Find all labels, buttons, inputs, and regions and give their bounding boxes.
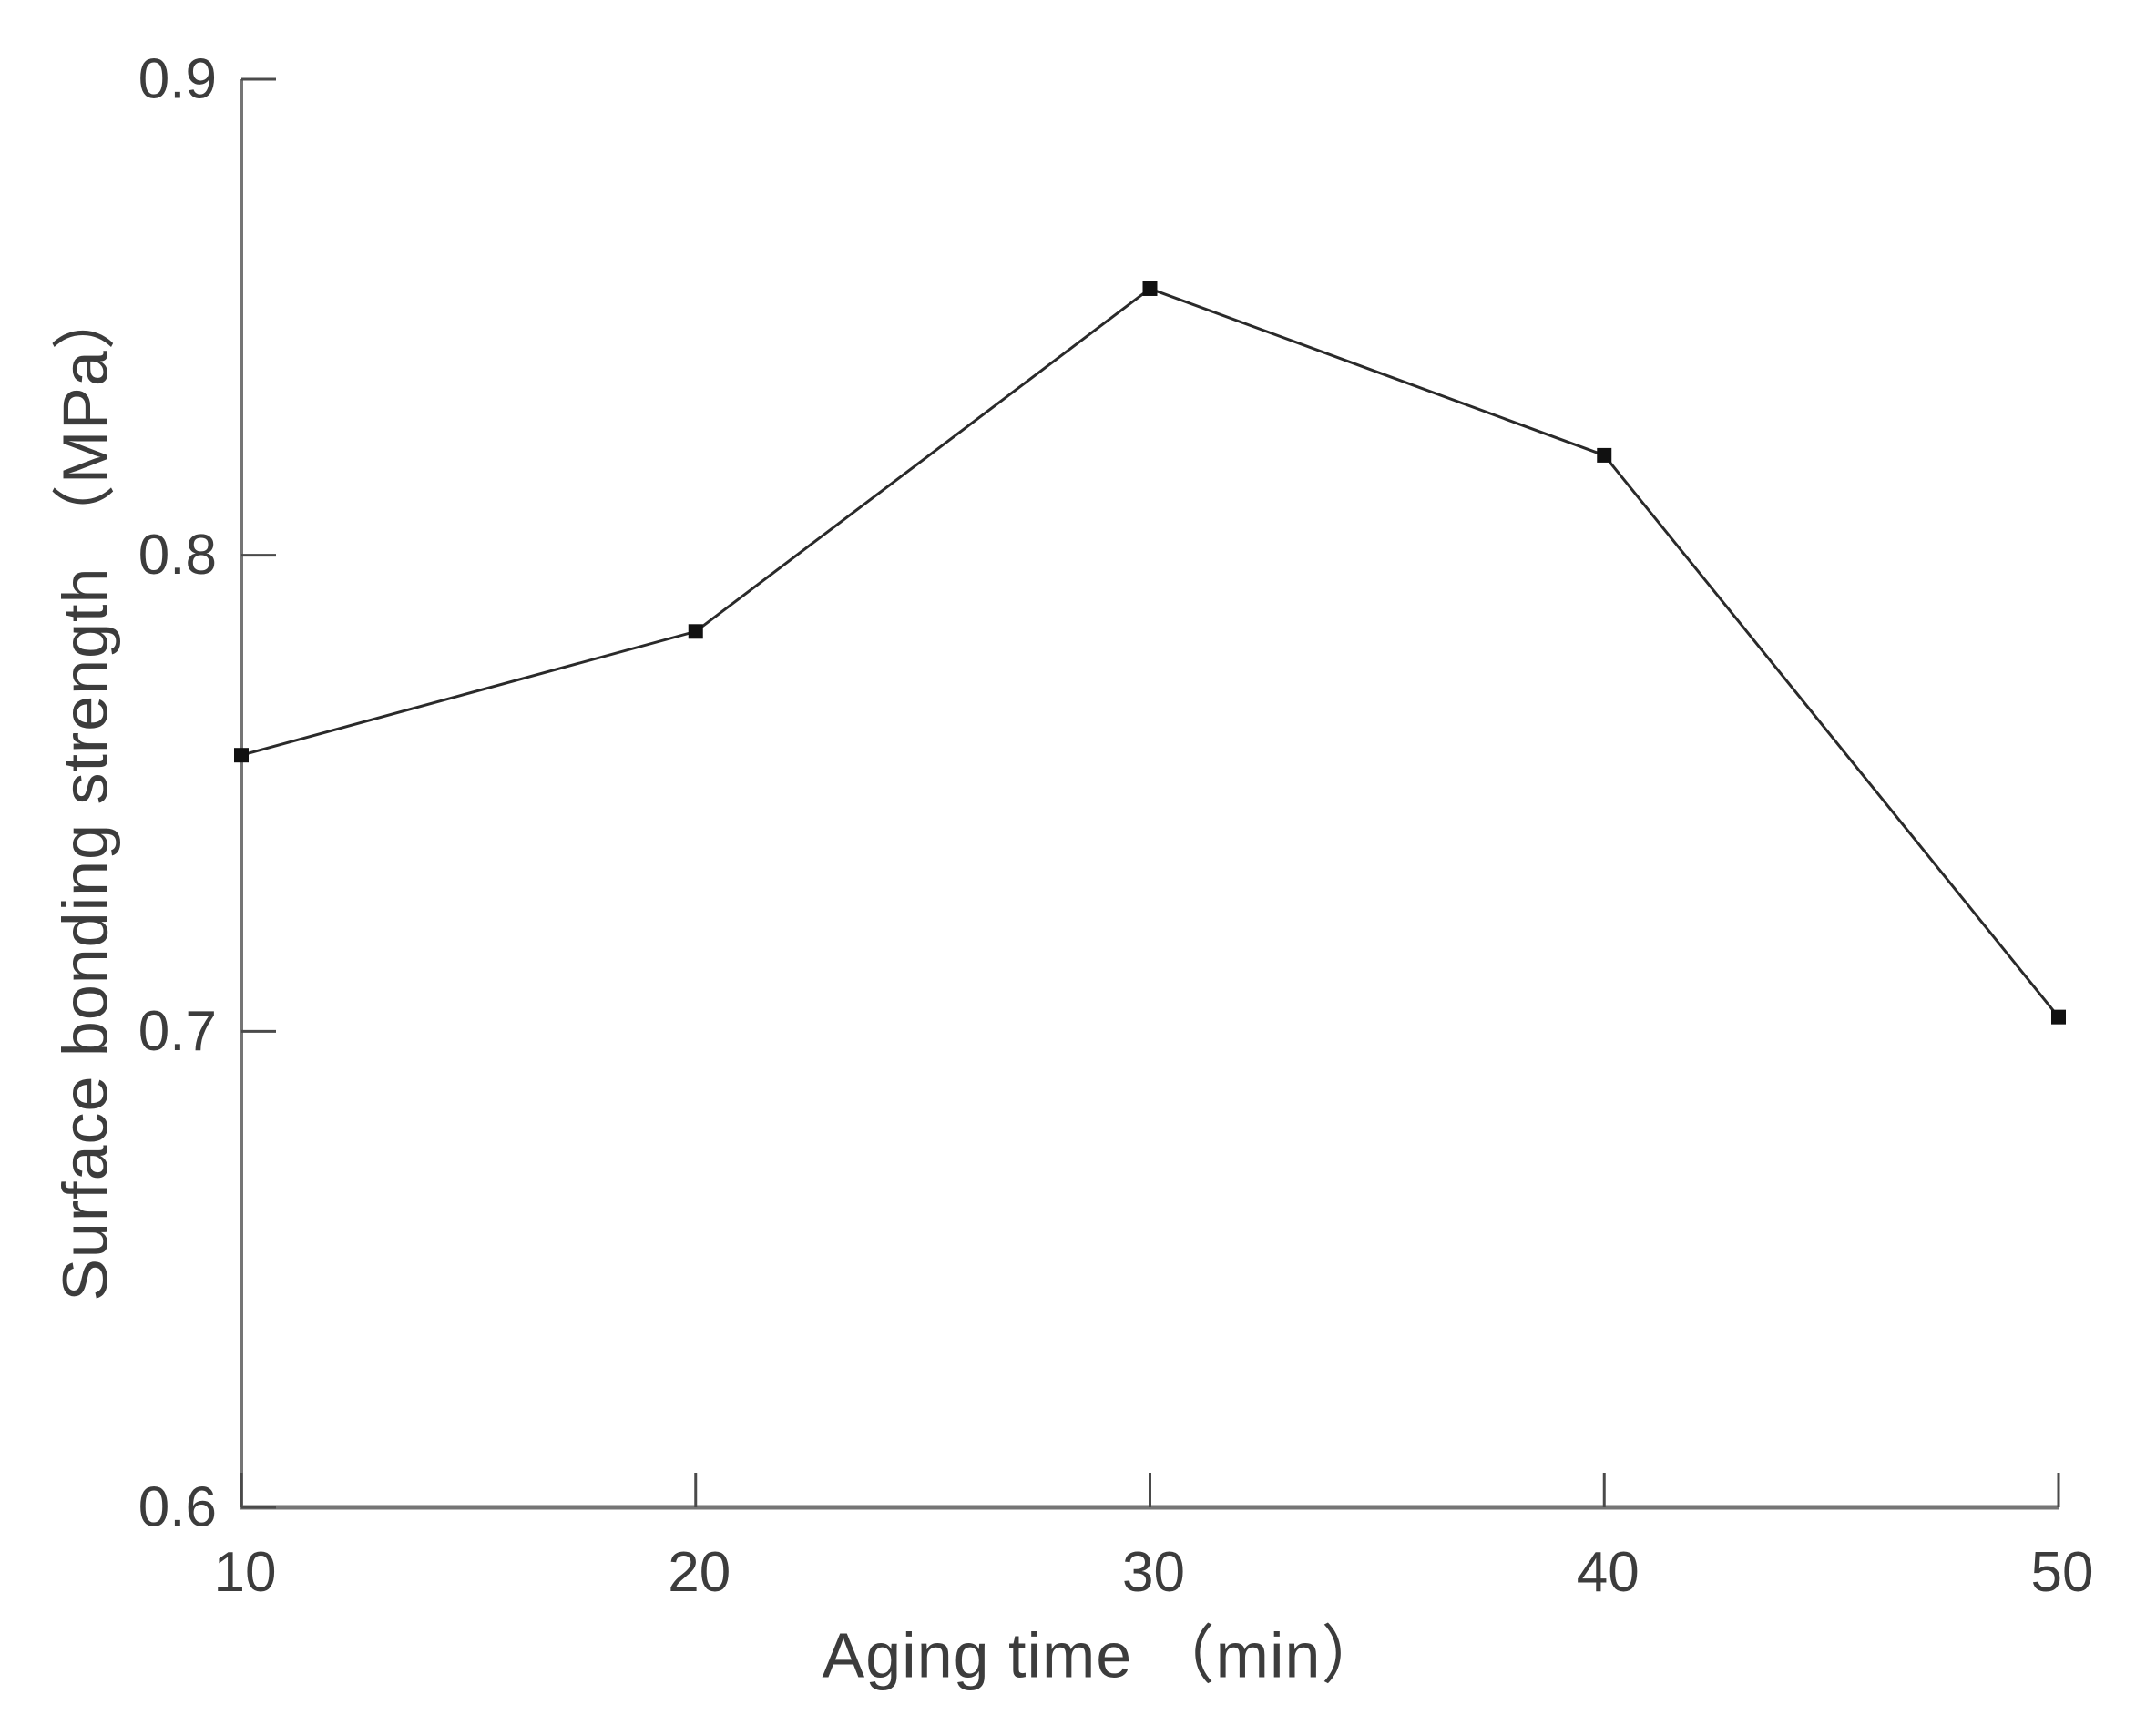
y-tick-label: 0.7 <box>138 1000 217 1063</box>
data-point-marker <box>2051 1009 2066 1025</box>
y-tick-label: 0.6 <box>138 1476 217 1539</box>
x-tick-label: 10 <box>214 1541 277 1604</box>
data-point-marker <box>234 748 249 763</box>
x-tick-label: 50 <box>2031 1541 2094 1604</box>
y-tick-label: 0.9 <box>138 48 217 111</box>
x-axis-title: Aging time （min） <box>822 1619 1386 1691</box>
x-tick-label: 20 <box>668 1541 731 1604</box>
x-tick-label: 30 <box>1122 1541 1185 1604</box>
data-point-marker <box>1597 447 1612 463</box>
y-tick-label: 0.8 <box>138 524 217 587</box>
data-point-marker <box>1142 281 1158 296</box>
data-line <box>240 287 2060 1018</box>
data-point-marker <box>688 624 703 639</box>
y-axis-title: Surface bonding strength （MPa） <box>49 285 121 1301</box>
x-tick-label: 40 <box>1577 1541 1640 1604</box>
